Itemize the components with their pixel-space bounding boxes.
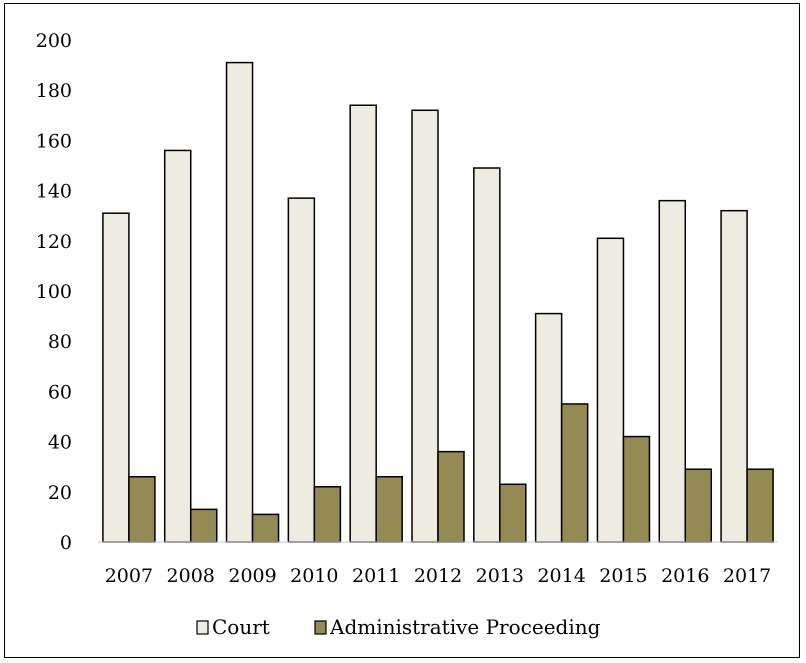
bar-court-2016 (658, 199, 687, 543)
x-tick-label: 2009 (228, 565, 276, 587)
bar-court-2014 (534, 312, 563, 543)
bar-administrative-proceeding-2015 (622, 435, 651, 543)
y-tick-label: 140 (36, 181, 72, 203)
bar-administrative-proceeding-2009 (251, 513, 280, 543)
legend: Court Administrative Proceeding (196, 615, 601, 639)
x-tick-label: 2015 (599, 565, 647, 587)
legend-swatch-administrative-proceeding (314, 620, 327, 635)
bar-administrative-proceeding-2016 (684, 468, 713, 543)
y-tick-label: 40 (48, 432, 72, 454)
bar-administrative-proceeding-2014 (560, 403, 589, 543)
bar-court-2013 (473, 167, 501, 543)
x-tick-label: 2016 (661, 565, 709, 587)
y-tick-label: 60 (48, 381, 72, 403)
x-tick-label: 2013 (476, 565, 524, 587)
bar-court-2012 (411, 109, 439, 543)
bar-administrative-proceeding-2008 (189, 508, 218, 543)
x-axis-ticks: 2007 2008 2009 2010 2011 2012 2013 2014 2015 2016… (105, 565, 772, 587)
bar-administrative-proceeding-2017 (746, 468, 774, 543)
bar-administrative-proceeding-2010 (313, 486, 342, 543)
legend-label-court: Court (212, 615, 270, 639)
bars (102, 61, 774, 543)
x-tick-label: 2007 (105, 565, 153, 587)
y-tick-label: 180 (36, 80, 72, 102)
x-tick-label: 2011 (352, 565, 400, 587)
bar-court-2008 (163, 149, 192, 543)
y-axis-ticks: 0 20 40 60 80 100 120 140 160 180 200 (36, 30, 72, 554)
x-tick-label: 2017 (723, 565, 771, 587)
y-tick-label: 80 (48, 331, 72, 353)
y-tick-label: 20 (48, 482, 72, 504)
y-tick-label: 200 (36, 30, 72, 52)
bar-court-2015 (596, 237, 625, 543)
bar-court-2007 (102, 212, 130, 543)
y-tick-label: 160 (36, 130, 72, 152)
x-tick-label: 2014 (537, 565, 585, 587)
legend-label-administrative-proceeding: Administrative Proceeding (329, 615, 601, 639)
bar-court-2009 (225, 61, 254, 543)
bar-administrative-proceeding-2013 (499, 483, 527, 543)
y-tick-label: 100 (36, 281, 72, 303)
y-tick-label: 0 (60, 532, 72, 554)
bar-court-2011 (349, 104, 377, 543)
bar-administrative-proceeding-2007 (128, 475, 156, 543)
bar-administrative-proceeding-2012 (437, 450, 465, 543)
x-tick-label: 2010 (290, 565, 338, 587)
bar-administrative-proceeding-2011 (375, 475, 403, 543)
bar-court-2017 (720, 209, 748, 543)
x-tick-label: 2012 (414, 565, 462, 587)
bar-court-2010 (287, 197, 316, 543)
x-tick-label: 2008 (167, 565, 215, 587)
y-tick-label: 120 (36, 231, 72, 253)
legend-swatch-court (196, 620, 209, 635)
